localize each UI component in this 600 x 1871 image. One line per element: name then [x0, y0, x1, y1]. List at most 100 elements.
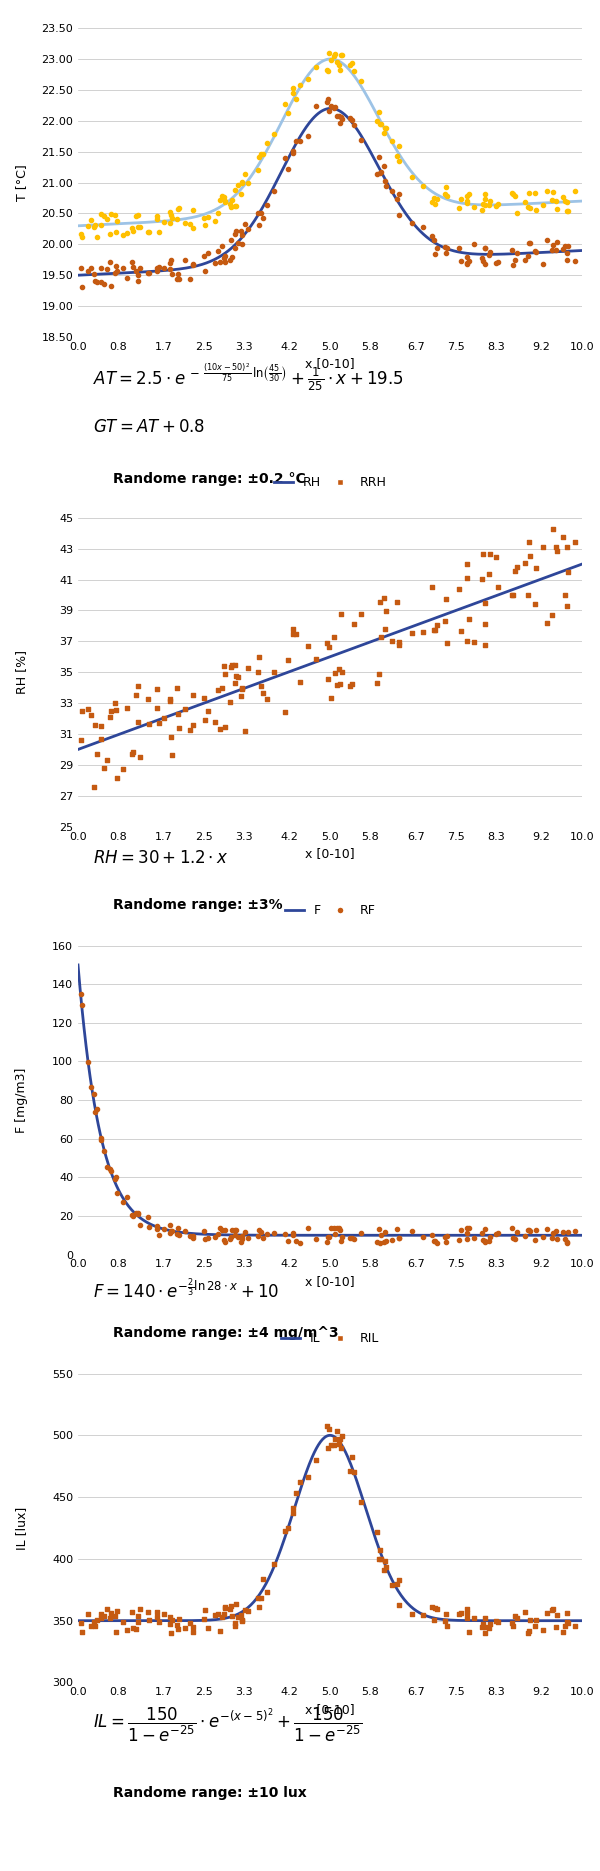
Point	[324, 1414, 334, 1444]
Point	[295, 668, 305, 698]
Point	[237, 1220, 247, 1250]
Point	[388, 1570, 397, 1600]
Point	[135, 741, 145, 771]
Point	[152, 694, 161, 724]
Point	[457, 1598, 466, 1628]
Point	[289, 614, 298, 644]
Point	[217, 1214, 226, 1244]
Point	[105, 702, 115, 732]
Point	[335, 1424, 345, 1454]
Point	[329, 41, 339, 71]
Point	[215, 1212, 224, 1242]
Point	[323, 56, 332, 86]
Point	[562, 1607, 572, 1637]
Point	[280, 1218, 290, 1248]
Point	[530, 1611, 540, 1641]
Point	[324, 632, 334, 662]
X-axis label: x [0-10]: x [0-10]	[305, 848, 355, 861]
Point	[493, 1607, 502, 1637]
Point	[462, 181, 472, 211]
Legend: IL, RIL: IL, RIL	[276, 1327, 384, 1351]
Point	[227, 241, 236, 271]
Point	[289, 135, 298, 165]
Point	[523, 193, 533, 223]
Point	[469, 230, 479, 260]
Point	[83, 211, 93, 241]
Point	[220, 247, 230, 277]
Point	[220, 241, 230, 271]
Point	[563, 558, 572, 587]
Point	[331, 39, 340, 69]
Point	[548, 1218, 558, 1248]
Point	[491, 1605, 500, 1635]
Point	[199, 1216, 208, 1246]
Point	[372, 668, 382, 698]
Point	[484, 559, 494, 589]
Point	[227, 1222, 236, 1252]
Point	[548, 1594, 558, 1624]
Point	[96, 1126, 106, 1156]
Point	[395, 200, 404, 230]
Point	[166, 1618, 176, 1648]
Point	[388, 176, 397, 206]
Point	[167, 1216, 177, 1246]
Point	[185, 715, 195, 745]
Point	[233, 228, 243, 258]
Point	[553, 1224, 562, 1254]
Point	[236, 215, 245, 245]
Point	[289, 1493, 298, 1523]
Point	[382, 1226, 391, 1255]
Point	[230, 234, 239, 264]
Point	[99, 754, 109, 784]
Point	[254, 1592, 263, 1622]
Point	[174, 1605, 184, 1635]
Point	[128, 1201, 138, 1231]
Point	[188, 1617, 198, 1646]
Point	[133, 266, 143, 296]
Point	[166, 245, 176, 275]
Point	[418, 1600, 428, 1630]
Point	[478, 539, 488, 569]
Point	[105, 219, 115, 249]
Point	[347, 1443, 356, 1472]
Point	[154, 217, 164, 247]
Point	[442, 1222, 452, 1252]
Text: $F = 140 \cdot e^{-\frac{2}{3}\ln 28 \cdot x} + 10$: $F = 140 \cdot e^{-\frac{2}{3}\ln 28 \cd…	[93, 1278, 280, 1300]
Point	[143, 1201, 153, 1231]
Point	[532, 195, 541, 225]
Point	[430, 1226, 440, 1255]
Point	[254, 210, 263, 239]
Point	[380, 114, 390, 144]
Point	[510, 556, 520, 586]
Point	[303, 631, 313, 660]
Point	[510, 181, 520, 211]
Point	[111, 1617, 121, 1646]
Point	[172, 1611, 182, 1641]
Point	[152, 1211, 161, 1240]
Point	[214, 236, 223, 266]
Point	[166, 722, 176, 752]
Point	[463, 249, 472, 279]
Point	[269, 1549, 278, 1579]
Point	[165, 1602, 175, 1632]
Point	[562, 245, 571, 275]
Point	[525, 1605, 535, 1635]
Point	[303, 1463, 313, 1493]
Point	[508, 1222, 518, 1252]
Point	[442, 1611, 452, 1641]
Point	[232, 191, 241, 221]
Point	[418, 211, 428, 241]
Point	[332, 101, 342, 131]
Point	[152, 674, 161, 703]
Point	[493, 573, 502, 602]
Point	[433, 1227, 442, 1257]
Point	[152, 204, 161, 234]
Point	[143, 258, 153, 288]
Point	[258, 202, 268, 232]
Point	[174, 1220, 184, 1250]
Point	[491, 1218, 500, 1248]
Point	[525, 541, 535, 571]
Legend: F, RF: F, RF	[280, 900, 380, 922]
Point	[237, 1605, 247, 1635]
Point	[89, 771, 98, 801]
